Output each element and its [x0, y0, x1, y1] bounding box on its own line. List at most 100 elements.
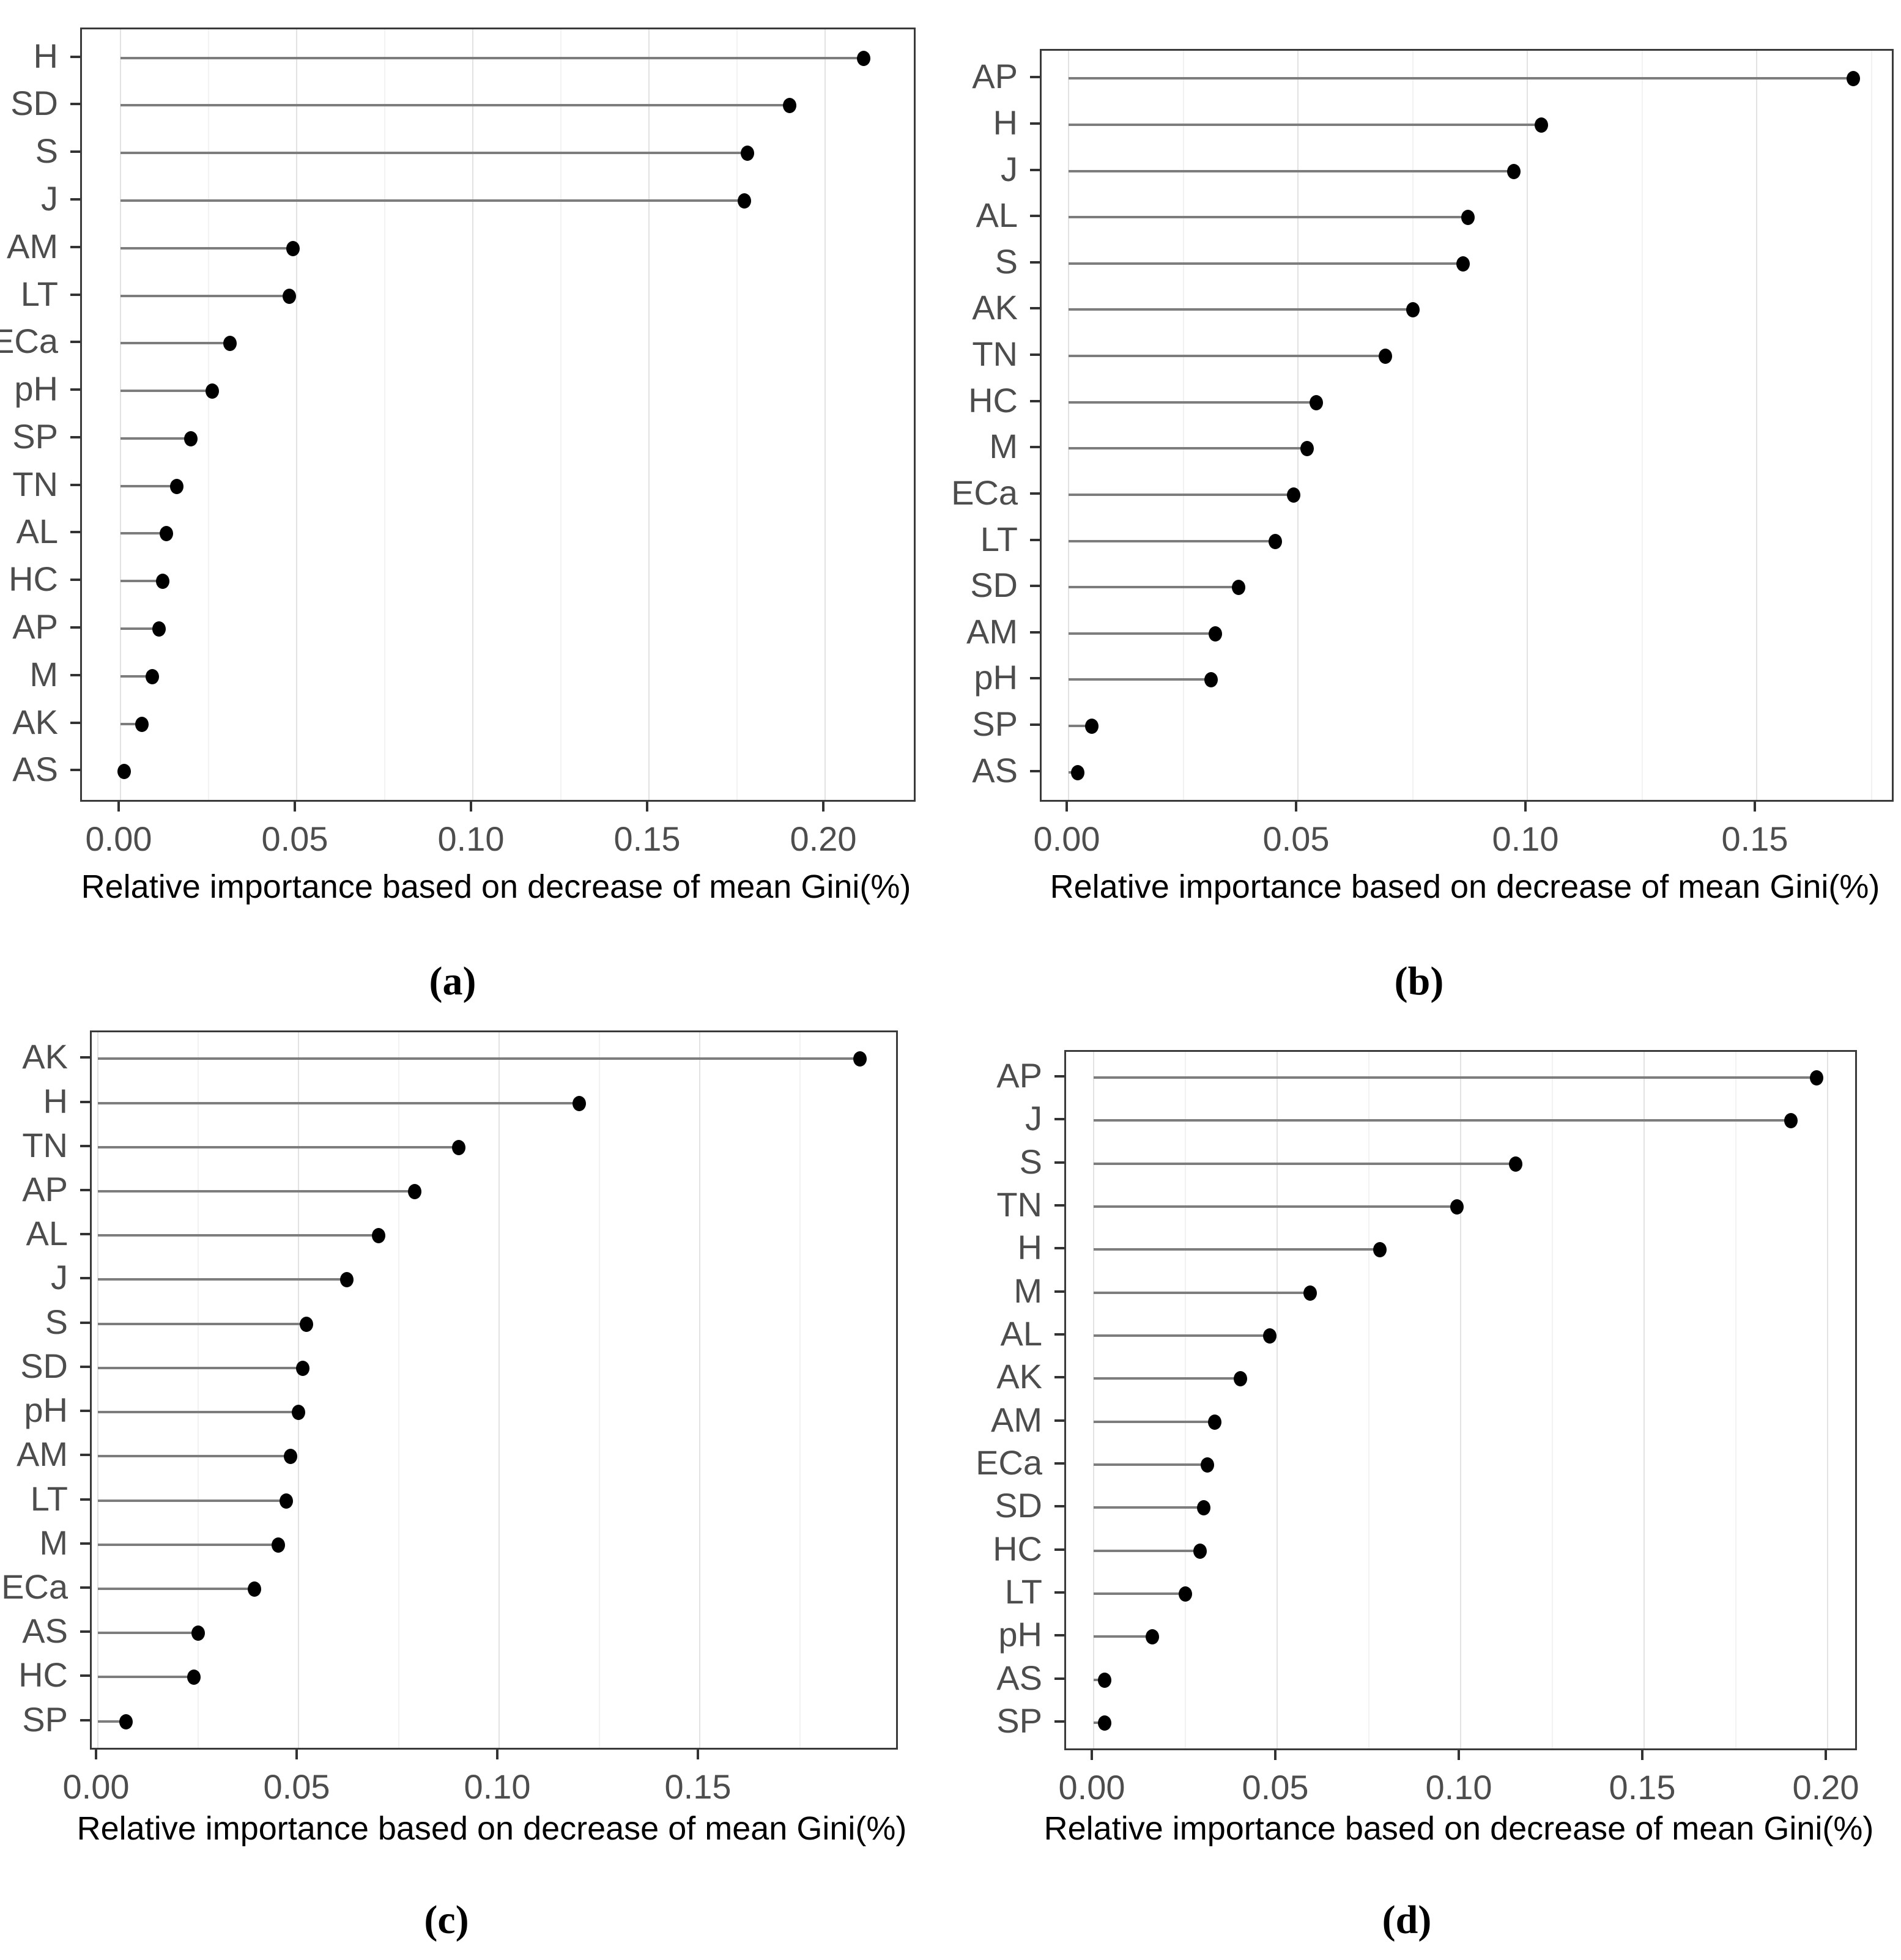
y-axis-label: ECa	[951, 473, 1018, 512]
y-axis-label: M	[1013, 1271, 1042, 1310]
data-point-dot	[372, 1228, 386, 1244]
caption-d: (d)	[1382, 1898, 1432, 1942]
data-point-dot	[1197, 1500, 1210, 1516]
x-axis-tick-label: 0.10	[464, 1767, 531, 1806]
gridline-major	[1297, 51, 1299, 800]
y-axis-tick	[1054, 1677, 1064, 1680]
y-axis-tick	[80, 1542, 90, 1545]
x-axis-tick-label: 0.15	[1721, 819, 1788, 858]
lollipop-stem	[1094, 1162, 1516, 1165]
y-axis-label: LT	[30, 1479, 68, 1518]
lollipop-stem	[1094, 1205, 1457, 1208]
y-axis-tick	[70, 531, 80, 534]
y-axis-label: pH	[14, 369, 58, 409]
lollipop-stem	[120, 199, 744, 202]
x-axis-title-c: Relative importance based on decrease of…	[76, 1810, 907, 1847]
y-axis-tick	[70, 483, 80, 486]
lollipop-stem	[98, 1145, 459, 1148]
y-axis-tick	[80, 1321, 90, 1324]
gridline-major	[120, 29, 121, 800]
data-point-dot	[1461, 210, 1475, 226]
lollipop-stem	[1069, 308, 1413, 311]
lollipop-stem	[1069, 262, 1463, 265]
x-axis-tick	[117, 802, 120, 812]
y-axis-label: S	[1019, 1142, 1042, 1181]
x-axis-tick	[496, 1750, 498, 1759]
y-axis-tick	[70, 673, 80, 676]
lollipop-stem	[98, 1057, 861, 1060]
x-axis-tick	[822, 802, 825, 812]
y-axis-label: pH	[974, 658, 1018, 697]
lollipop-stem	[1069, 493, 1294, 496]
data-point-dot	[1506, 163, 1521, 179]
data-point-dot	[1509, 1156, 1522, 1172]
y-axis-tick	[70, 626, 80, 629]
gridline-minor	[1870, 51, 1872, 800]
y-axis-tick	[1054, 1419, 1064, 1422]
y-axis-tick	[1030, 677, 1040, 680]
lollipop-stem	[120, 104, 790, 107]
gridline-major	[1827, 1052, 1828, 1748]
gridline-minor	[1182, 51, 1184, 800]
y-axis-label: AS	[972, 750, 1018, 790]
gridline-minor	[384, 29, 385, 800]
data-point-dot	[1098, 1715, 1111, 1731]
y-axis-label: AL	[976, 196, 1018, 235]
y-axis-tick	[80, 1189, 90, 1191]
x-axis-title-b: Relative importance based on decrease of…	[1050, 868, 1880, 905]
lollipop-stem	[1069, 678, 1211, 681]
x-axis-title-a: Relative importance based on decrease of…	[81, 868, 911, 905]
x-axis-tick-label: 0.20	[790, 819, 857, 858]
x-axis-tick	[1091, 1750, 1093, 1760]
lollipop-stem	[1094, 1592, 1185, 1595]
data-point-dot	[280, 1493, 294, 1509]
data-point-dot	[1234, 1371, 1247, 1387]
y-axis-tick	[1030, 399, 1040, 402]
lollipop-stem	[1094, 1549, 1200, 1552]
y-axis-label: SP	[22, 1699, 68, 1739]
x-axis-tick-label: 0.15	[664, 1767, 732, 1806]
data-point-dot	[223, 336, 237, 352]
x-axis-tick-label: 0.05	[1242, 1768, 1309, 1807]
x-axis-tick-label: 0.00	[85, 819, 152, 858]
x-axis-tick-label: 0.05	[1262, 819, 1330, 858]
gridline-minor	[799, 1032, 801, 1748]
y-axis-tick	[80, 1233, 90, 1236]
x-axis-tick-label: 0.10	[437, 819, 505, 858]
x-axis-tick-label: 0.05	[263, 1767, 330, 1806]
gridline-minor	[398, 1032, 399, 1748]
y-axis-label: SD	[995, 1486, 1042, 1525]
gridline-minor	[1185, 1052, 1186, 1748]
x-axis-tick-label: 0.05	[261, 819, 328, 858]
y-axis-tick	[1030, 769, 1040, 772]
data-point-dot	[247, 1581, 261, 1597]
gridline-minor	[1552, 1052, 1553, 1748]
plot-area-c	[90, 1030, 898, 1750]
y-axis-label: HC	[18, 1655, 68, 1695]
lollipop-stem	[98, 1543, 279, 1546]
data-point-dot	[741, 146, 755, 161]
lollipop-stem	[120, 342, 230, 345]
lollipop-stem	[1069, 401, 1316, 404]
y-axis-label: AL	[1000, 1314, 1043, 1353]
gridline-major	[1756, 51, 1757, 800]
y-axis-label: SD	[10, 84, 58, 123]
data-point-dot	[1179, 1586, 1192, 1602]
lollipop-stem	[1094, 1076, 1817, 1079]
y-axis-tick	[1030, 353, 1040, 357]
caption-a: (a)	[429, 959, 476, 1004]
lollipop-stem	[1094, 1506, 1204, 1509]
y-axis-tick	[70, 150, 80, 153]
gridline-major	[1093, 1052, 1094, 1748]
y-axis-label: S	[45, 1302, 68, 1341]
x-axis-tick-label: 0.15	[613, 819, 681, 858]
lollipop-stem	[98, 1720, 126, 1723]
y-axis-tick	[1054, 1376, 1064, 1379]
x-axis-tick	[470, 802, 472, 812]
gridline-major	[1460, 1052, 1461, 1748]
y-axis-tick	[70, 435, 80, 438]
y-axis-tick	[1054, 1333, 1064, 1336]
data-point-dot	[1071, 764, 1084, 780]
y-axis-label: J	[51, 1258, 68, 1297]
data-point-dot	[1450, 1199, 1464, 1215]
